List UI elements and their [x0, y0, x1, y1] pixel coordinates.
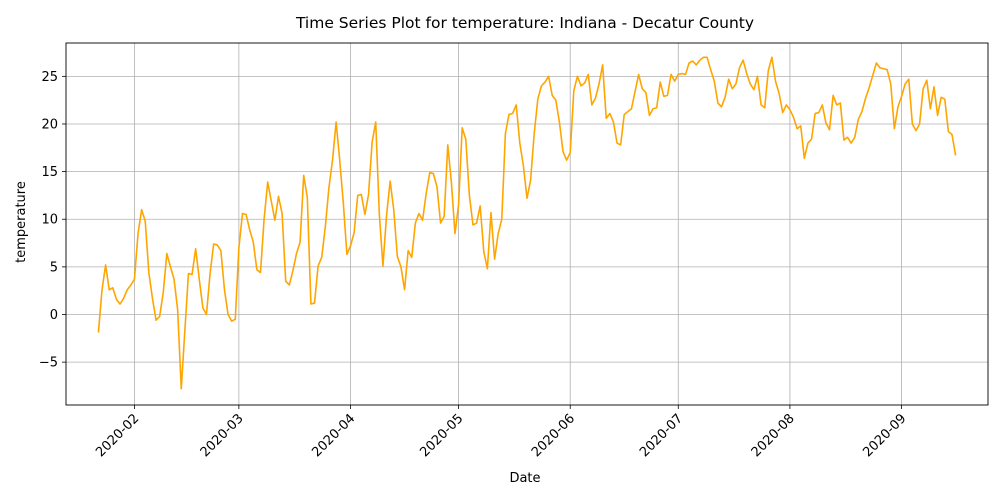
temperature-series-line: [97, 56, 957, 390]
grid-lines: [66, 43, 988, 405]
x-axis-label: Date: [509, 471, 540, 486]
chart-title: Time Series Plot for temperature: Indian…: [295, 14, 754, 32]
y-tick-label: 25: [41, 70, 58, 85]
y-tick-label: 20: [41, 117, 58, 132]
y-axis-label: temperature: [14, 181, 29, 263]
y-tick-label: 5: [50, 260, 58, 275]
y-tick-label: 0: [50, 308, 58, 323]
series-layer: [97, 56, 957, 390]
plot-frame: [65, 42, 989, 406]
y-tick-label: 10: [41, 213, 58, 228]
y-tick-label: 15: [41, 165, 58, 180]
y-tick-label: −5: [39, 356, 58, 371]
